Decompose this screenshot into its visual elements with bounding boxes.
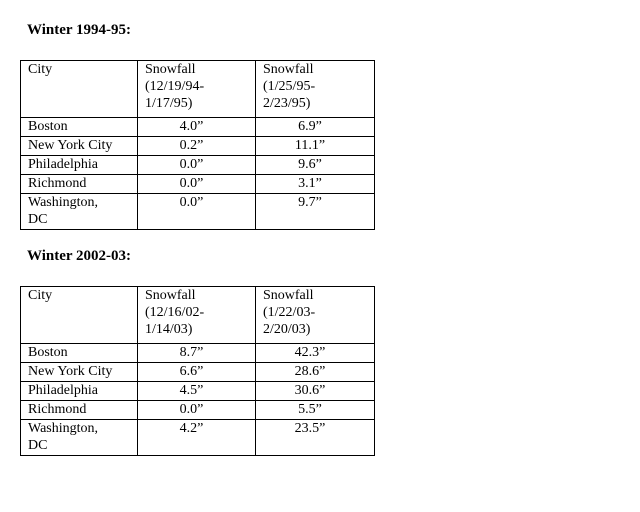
- cell-line: 2/20/03): [263, 322, 311, 337]
- table-row: Boston 8.7” 42.3”: [20, 343, 375, 363]
- snowfall-cell: 4.2”: [137, 419, 256, 456]
- snowfall-cell: 28.6”: [255, 362, 375, 382]
- cell-line: Washington,: [28, 421, 99, 436]
- snowfall-cell: 6.6”: [137, 362, 256, 382]
- snowfall-cell: 0.0”: [137, 174, 256, 194]
- header-cell: City: [20, 60, 138, 118]
- cell-line: Snowfall: [145, 288, 196, 303]
- cell-line: Snowfall: [263, 62, 314, 77]
- header-cell: Snowfall (12/19/94- 1/17/95): [137, 60, 256, 118]
- snowfall-cell: 9.6”: [255, 155, 375, 175]
- snowfall-table: City Snowfall (12/16/02- 1/14/03) Snowfall (1…: [20, 286, 375, 456]
- snowfall-cell: 11.1”: [255, 136, 375, 156]
- snowfall-table: City Snowfall (12/19/94- 1/17/95) Snowfall (1…: [20, 60, 375, 230]
- table-row: Philadelphia 4.5” 30.6”: [20, 381, 375, 401]
- cell-line: 1/17/95): [145, 96, 193, 111]
- city-cell: Richmond: [20, 400, 138, 420]
- table-row: Philadelphia 0.0” 9.6”: [20, 155, 375, 175]
- cell-line: (1/22/03-: [263, 305, 316, 320]
- city-cell: Boston: [20, 343, 138, 363]
- snowfall-cell: 3.1”: [255, 174, 375, 194]
- snowfall-cell: 4.0”: [137, 117, 256, 137]
- snowfall-cell: 4.5”: [137, 381, 256, 401]
- section-title: Winter 2002-03:: [27, 248, 132, 264]
- cell-line: (12/16/02-: [145, 305, 205, 320]
- header-cell: Snowfall (1/22/03- 2/20/03): [255, 286, 375, 344]
- snowfall-cell: 23.5”: [255, 419, 375, 456]
- snowfall-cell: 6.9”: [255, 117, 375, 137]
- city-cell: New York City: [20, 362, 138, 382]
- table-row: Boston 4.0” 6.9”: [20, 117, 375, 137]
- table-row: New York City 0.2” 11.1”: [20, 136, 375, 156]
- cell-line: (12/19/94-: [145, 79, 205, 94]
- table-row: Washington, DC 4.2” 23.5”: [20, 419, 375, 456]
- snowfall-cell: 0.0”: [137, 155, 256, 175]
- snowfall-cell: 42.3”: [255, 343, 375, 363]
- section-title: Winter 1994-95:: [27, 22, 132, 38]
- snowfall-cell: 5.5”: [255, 400, 375, 420]
- snowfall-cell: 30.6”: [255, 381, 375, 401]
- snowfall-cell: 0.0”: [137, 193, 256, 230]
- table-row: Richmond 0.0” 5.5”: [20, 400, 375, 420]
- cell-line: (1/25/95-: [263, 79, 316, 94]
- cell-line: 2/23/95): [263, 96, 311, 111]
- city-cell: Philadelphia: [20, 155, 138, 175]
- cell-line: 1/14/03): [145, 322, 193, 337]
- cell-line: Washington,: [28, 195, 99, 210]
- city-cell: Washington, DC: [20, 193, 138, 230]
- table-row: Richmond 0.0” 3.1”: [20, 174, 375, 194]
- header-cell: Snowfall (1/25/95- 2/23/95): [255, 60, 375, 118]
- cell-line: Snowfall: [145, 62, 196, 77]
- header-row: City Snowfall (12/19/94- 1/17/95) Snowfall (1…: [20, 60, 375, 118]
- snowfall-cell: 9.7”: [255, 193, 375, 230]
- snowfall-cell: 0.2”: [137, 136, 256, 156]
- cell-line: DC: [28, 212, 48, 227]
- cell-line: Snowfall: [263, 288, 314, 303]
- city-cell: Richmond: [20, 174, 138, 194]
- cell-line: DC: [28, 438, 48, 453]
- snowfall-cell: 8.7”: [137, 343, 256, 363]
- table-row: Washington, DC 0.0” 9.7”: [20, 193, 375, 230]
- city-cell: Boston: [20, 117, 138, 137]
- snowfall-cell: 0.0”: [137, 400, 256, 420]
- header-row: City Snowfall (12/16/02- 1/14/03) Snowfall (1…: [20, 286, 375, 344]
- table-row: New York City 6.6” 28.6”: [20, 362, 375, 382]
- city-cell: Washington, DC: [20, 419, 138, 456]
- header-cell: Snowfall (12/16/02- 1/14/03): [137, 286, 256, 344]
- city-cell: Philadelphia: [20, 381, 138, 401]
- city-cell: New York City: [20, 136, 138, 156]
- header-cell: City: [20, 286, 138, 344]
